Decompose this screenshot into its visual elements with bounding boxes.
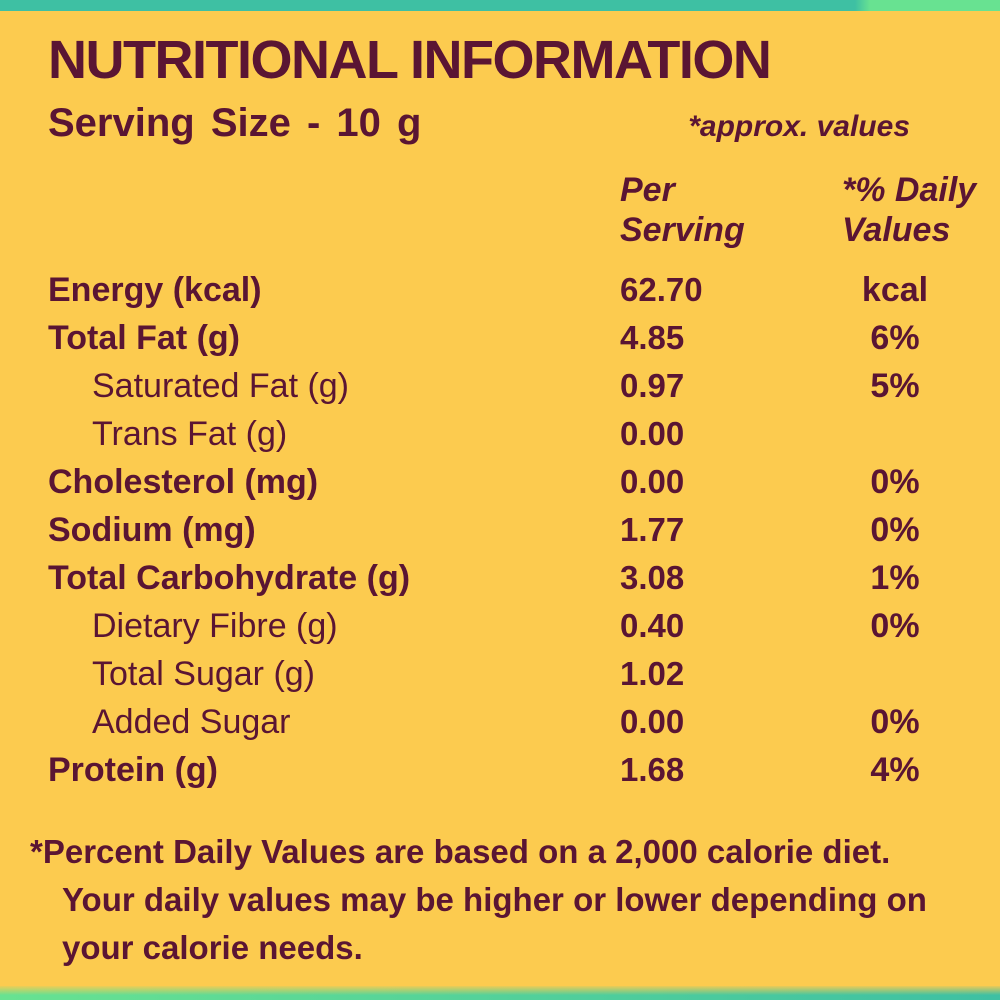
- table-header: Per Serving *% Daily Values: [48, 170, 976, 250]
- table-row: Total Carbohydrate (g) 3.08 1%: [48, 554, 970, 602]
- daily-value: kcal: [861, 270, 929, 309]
- daily-value: [820, 410, 970, 458]
- table-row: Dietary Fibre (g) 0.40 0%: [48, 602, 970, 650]
- table-row: Sodium (mg) 1.77 0%: [48, 506, 970, 554]
- nutrition-label: NUTRITIONAL INFORMATION Serving Size - 1…: [0, 11, 1000, 972]
- nutrient-label: Protein (g): [48, 750, 218, 789]
- daily-value: 4%: [870, 750, 920, 789]
- daily-value: 1%: [870, 558, 920, 597]
- nutrient-label: Cholesterol (mg): [48, 462, 319, 501]
- serving-size-row: Serving Size - 10 g *approx. values: [48, 101, 970, 146]
- per-serving-value: 0.40: [620, 606, 685, 644]
- page-title: NUTRITIONAL INFORMATION: [48, 30, 772, 90]
- nutrient-label: Total Fat (g): [48, 318, 240, 357]
- per-serving-value: 0.00: [620, 414, 685, 452]
- nutrient-label: Sodium (mg): [48, 510, 256, 549]
- table-row: Cholesterol (mg) 0.00 0%: [48, 458, 970, 506]
- column-header-per-serving: Per Serving: [620, 170, 745, 249]
- per-serving-value: 62.70: [620, 270, 703, 308]
- nutrition-table: Per Serving *% Daily Values Energy (kcal…: [48, 170, 976, 794]
- nutrient-label: Total Sugar (g): [92, 654, 315, 693]
- daily-values-footnote: *Percent Daily Values are based on a 2,0…: [30, 828, 970, 972]
- table-row: Saturated Fat (g) 0.97 5%: [48, 362, 970, 410]
- nutrient-label: Saturated Fat (g): [92, 366, 350, 405]
- table-row: Total Sugar (g) 1.02: [48, 650, 970, 698]
- table-body: Energy (kcal) 62.70 kcal Total Fat (g) 4…: [48, 266, 970, 794]
- per-serving-value: 3.08: [620, 558, 685, 596]
- table-row: Added Sugar 0.00 0%: [48, 698, 970, 746]
- table-row: Trans Fat (g) 0.00: [48, 410, 970, 458]
- table-row: Total Fat (g) 4.85 6%: [48, 314, 970, 362]
- per-serving-value: 0.97: [620, 366, 685, 404]
- table-row: Protein (g) 1.68 4%: [48, 746, 970, 794]
- per-serving-value: 1.77: [620, 510, 685, 548]
- column-header-blank: [48, 170, 620, 250]
- nutrient-label: Added Sugar: [92, 702, 291, 741]
- top-border-strip: [0, 0, 1000, 11]
- column-header-daily-values: *% Daily Values: [842, 170, 977, 249]
- per-serving-value: 1.02: [620, 654, 685, 692]
- daily-value: 6%: [870, 318, 920, 357]
- serving-size-label: Serving Size - 10 g: [48, 100, 422, 145]
- nutrient-label: Dietary Fibre (g): [92, 606, 338, 645]
- per-serving-value: 0.00: [620, 702, 685, 740]
- table-row: Energy (kcal) 62.70 kcal: [48, 266, 970, 314]
- per-serving-value: 0.00: [620, 462, 685, 500]
- footnote-line: Your daily values may be higher or lower…: [62, 880, 927, 918]
- daily-value: 0%: [870, 606, 920, 645]
- daily-value: 0%: [870, 702, 920, 741]
- footnote-line: *Percent Daily Values are based on a 2,0…: [30, 832, 891, 870]
- daily-value: 0%: [870, 462, 920, 501]
- nutrient-label: Trans Fat (g): [92, 414, 288, 453]
- per-serving-value: 4.85: [620, 318, 685, 356]
- daily-value: 0%: [870, 510, 920, 549]
- daily-value: 5%: [870, 366, 920, 405]
- approx-values-note: *approx. values: [688, 109, 910, 143]
- bottom-border-strip: [0, 986, 1000, 1000]
- per-serving-value: 1.68: [620, 750, 685, 788]
- nutrient-label: Total Carbohydrate (g): [48, 558, 411, 597]
- footnote-line: your calorie needs.: [62, 928, 363, 966]
- nutrient-label: Energy (kcal): [48, 270, 262, 309]
- daily-value: [820, 650, 970, 698]
